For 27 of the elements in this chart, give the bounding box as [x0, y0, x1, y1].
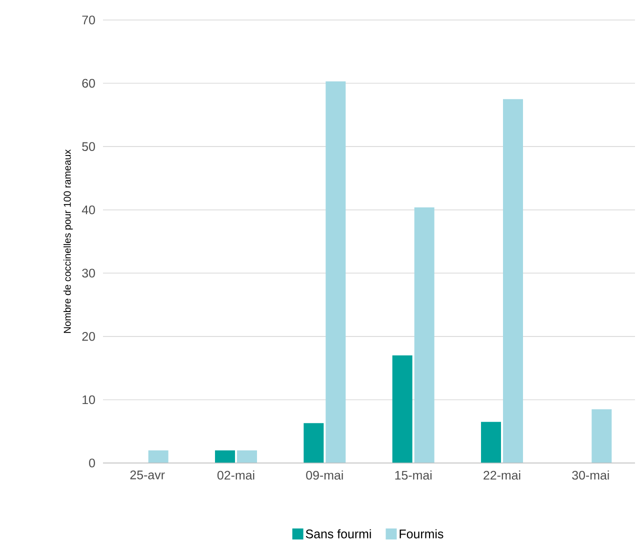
bar	[304, 423, 324, 463]
legend-label: Fourmis	[400, 529, 444, 538]
bar	[414, 207, 434, 463]
y-tick-label: 0	[89, 458, 95, 468]
y-tick-label: 30	[82, 268, 95, 278]
bar	[481, 422, 502, 463]
bar	[503, 99, 523, 463]
bar	[215, 450, 236, 463]
y-tick-label: 60	[82, 78, 95, 88]
y-tick-label: 40	[82, 205, 95, 214]
y-tick-label: 70	[82, 16, 95, 24]
bar	[236, 450, 257, 463]
legend-label: Sans fourmi	[306, 529, 371, 538]
x-tick-label: 25-avr	[130, 470, 165, 480]
bar	[148, 450, 168, 463]
bar	[592, 409, 612, 463]
bar	[326, 81, 346, 463]
x-tick-label: 15-mai	[395, 470, 432, 480]
x-tick-label: 22-mai	[484, 470, 520, 480]
x-tick-label: 02-mai	[217, 470, 254, 480]
x-tick-label: 09-mai	[306, 470, 343, 480]
x-tick-label: 30-mai	[572, 470, 609, 480]
bar	[392, 355, 412, 463]
y-tick-label: 10	[82, 395, 95, 404]
y-tick-label: 50	[82, 142, 95, 151]
y-tick-label: 20	[82, 332, 95, 341]
y-axis-title: Nombre de coccinelles pour 100 rameaux	[63, 149, 73, 333]
